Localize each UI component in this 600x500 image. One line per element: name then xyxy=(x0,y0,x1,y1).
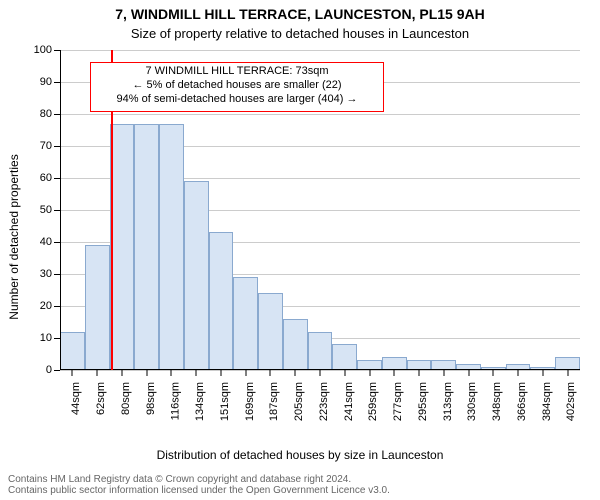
y-tick-label: 80 xyxy=(40,108,52,120)
y-tick-label: 70 xyxy=(40,140,52,152)
bar xyxy=(283,319,308,370)
x-tick-mark xyxy=(468,370,469,376)
x-tick-mark xyxy=(443,370,444,376)
bar xyxy=(258,293,283,370)
x-axis-line xyxy=(60,369,580,370)
x-axis-label: Distribution of detached houses by size … xyxy=(0,448,600,462)
bar xyxy=(184,181,209,370)
y-tick-label: 30 xyxy=(40,268,52,280)
x-tick-mark xyxy=(394,370,395,376)
x-tick-mark xyxy=(369,370,370,376)
y-tick-label: 60 xyxy=(40,172,52,184)
x-tick-mark xyxy=(196,370,197,376)
x-tick-mark xyxy=(72,370,73,376)
y-tick-label: 40 xyxy=(40,236,52,248)
x-tick-mark xyxy=(344,370,345,376)
bar xyxy=(134,124,159,370)
x-tick-mark xyxy=(419,370,420,376)
annotation-line: ← 5% of detached houses are smaller (22) xyxy=(95,79,379,93)
x-tick-mark xyxy=(518,370,519,376)
footer-line: Contains public sector information licen… xyxy=(8,485,390,496)
x-tick-mark xyxy=(493,370,494,376)
bar-slot: 402sqm xyxy=(555,50,580,370)
y-axis-line xyxy=(60,50,61,370)
bar xyxy=(308,332,333,370)
bar-slot: 44sqm xyxy=(60,50,85,370)
footer-line: Contains HM Land Registry data © Crown c… xyxy=(8,474,390,485)
x-tick-mark xyxy=(220,370,221,376)
x-tick-mark xyxy=(171,370,172,376)
x-tick-mark xyxy=(567,370,568,376)
footer-attribution: Contains HM Land Registry data © Crown c… xyxy=(8,474,390,496)
bar-slot: 313sqm xyxy=(431,50,456,370)
bar-slot: 348sqm xyxy=(481,50,506,370)
x-tick-mark xyxy=(146,370,147,376)
y-tick-label: 100 xyxy=(34,44,52,56)
y-tick-mark xyxy=(54,370,60,371)
bar-slot: 384sqm xyxy=(530,50,555,370)
y-axis-label: Number of detached properties xyxy=(7,127,21,347)
plot-area: 1009080706050403020100 44sqm62sqm80sqm98… xyxy=(60,50,580,370)
y-tick-label: 10 xyxy=(40,332,52,344)
bar xyxy=(233,277,258,370)
annotation-line: 7 WINDMILL HILL TERRACE: 73sqm xyxy=(95,65,379,79)
x-tick-mark xyxy=(121,370,122,376)
y-tick-label: 50 xyxy=(40,204,52,216)
x-tick-mark xyxy=(97,370,98,376)
annotation-line: 94% of semi-detached houses are larger (… xyxy=(95,93,379,107)
x-tick-mark xyxy=(319,370,320,376)
y-tick-label: 20 xyxy=(40,300,52,312)
annotation-box: 7 WINDMILL HILL TERRACE: 73sqm ← 5% of d… xyxy=(90,62,384,112)
bar xyxy=(110,124,135,370)
y-tick-label: 90 xyxy=(40,76,52,88)
x-tick-mark xyxy=(245,370,246,376)
bar-slot: 330sqm xyxy=(456,50,481,370)
bar-slot: 277sqm xyxy=(382,50,407,370)
figure: 7, WINDMILL HILL TERRACE, LAUNCESTON, PL… xyxy=(0,0,600,500)
bar xyxy=(60,332,85,370)
x-tick-mark xyxy=(270,370,271,376)
bar xyxy=(209,232,234,370)
x-tick-mark xyxy=(295,370,296,376)
bar xyxy=(159,124,184,370)
bar xyxy=(85,245,110,370)
title-line-1: 7, WINDMILL HILL TERRACE, LAUNCESTON, PL… xyxy=(0,6,600,22)
x-tick-mark xyxy=(542,370,543,376)
title-line-2: Size of property relative to detached ho… xyxy=(0,26,600,41)
y-tick-label: 0 xyxy=(46,364,52,376)
bar-slot: 366sqm xyxy=(506,50,531,370)
bar-slot: 295sqm xyxy=(407,50,432,370)
bar xyxy=(332,344,357,370)
